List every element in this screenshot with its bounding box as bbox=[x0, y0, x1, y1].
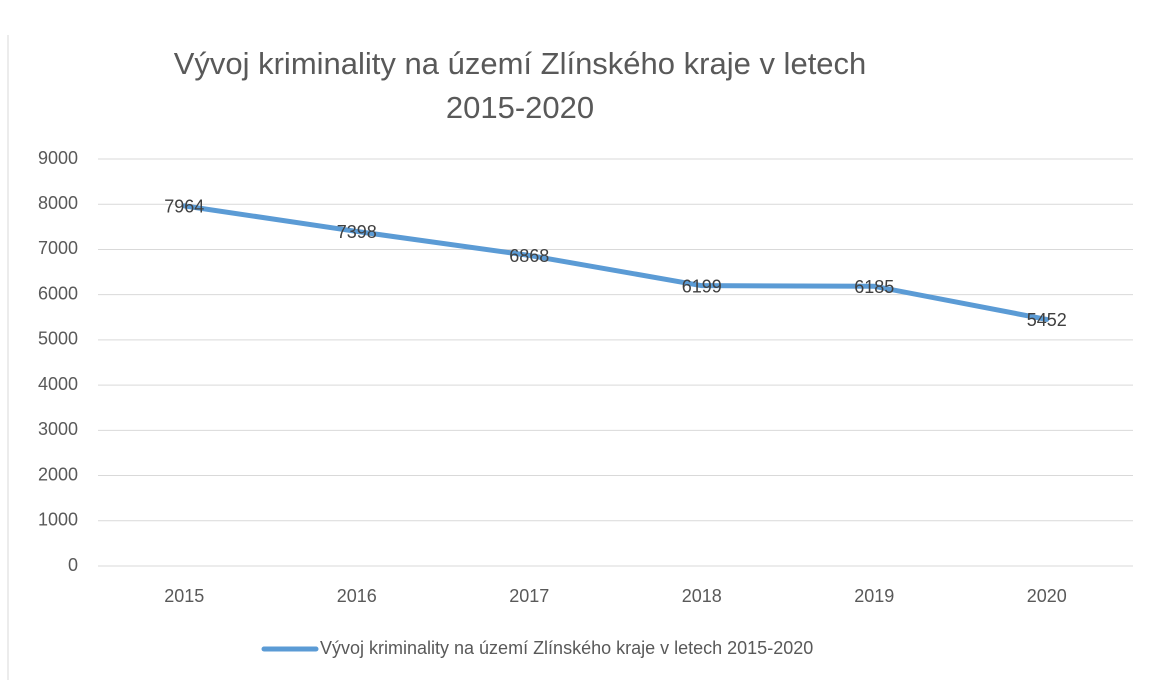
y-tick-label: 6000 bbox=[38, 283, 78, 303]
y-tick-label: 9000 bbox=[38, 148, 78, 168]
y-tick-label: 3000 bbox=[38, 419, 78, 439]
chart-title: Vývoj kriminality na území Zlínského kra… bbox=[173, 46, 867, 125]
y-tick-label: 4000 bbox=[38, 374, 78, 394]
data-label: 6199 bbox=[682, 276, 722, 296]
x-tick-label: 2018 bbox=[682, 586, 722, 606]
legend-label: Vývoj kriminality na území Zlínského kra… bbox=[320, 638, 813, 658]
x-tick-label: 2019 bbox=[854, 586, 894, 606]
data-label: 7964 bbox=[164, 197, 204, 217]
x-tick-label: 2016 bbox=[337, 586, 377, 606]
y-tick-label: 1000 bbox=[38, 510, 78, 530]
data-label: 7398 bbox=[337, 222, 377, 242]
series-line bbox=[181, 203, 1050, 322]
y-tick-label: 5000 bbox=[38, 329, 78, 349]
y-tick-label: 2000 bbox=[38, 464, 78, 484]
x-tick-label: 2015 bbox=[164, 586, 204, 606]
data-label: 6185 bbox=[854, 277, 894, 297]
x-tick-label: 2017 bbox=[509, 586, 549, 606]
y-tick-label: 7000 bbox=[38, 238, 78, 258]
data-label: 6868 bbox=[509, 246, 549, 266]
x-tick-label: 2020 bbox=[1027, 586, 1067, 606]
y-tick-label: 0 bbox=[68, 555, 78, 575]
data-label: 5452 bbox=[1027, 310, 1067, 330]
y-tick-label: 8000 bbox=[38, 193, 78, 213]
